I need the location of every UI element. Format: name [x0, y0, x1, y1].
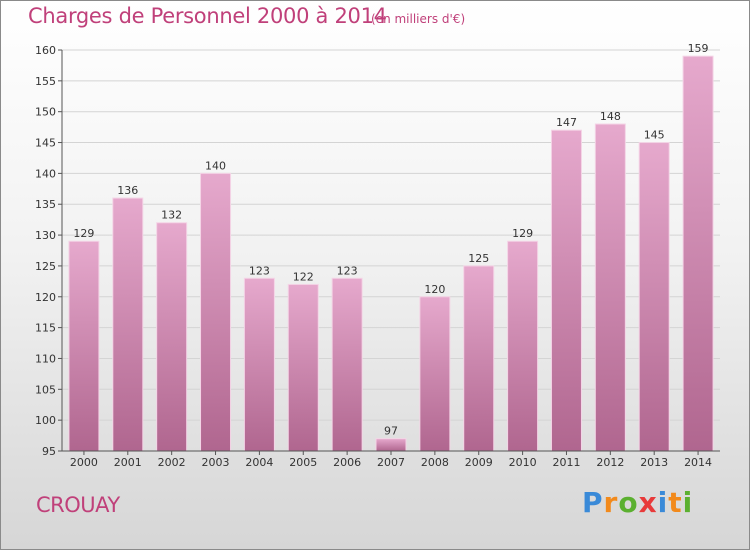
value-label-2003: 140	[205, 159, 226, 172]
logo-letter: r	[603, 486, 619, 519]
y-tick-label: 140	[35, 167, 56, 180]
bar-2002	[156, 222, 188, 452]
chart-title: Charges de Personnel 2000 à 2014	[28, 4, 387, 28]
x-tick-label-2001: 2001	[114, 456, 142, 469]
y-tick-label: 100	[35, 414, 56, 427]
x-tick-label-2009: 2009	[465, 456, 493, 469]
x-tick-label-2007: 2007	[377, 456, 405, 469]
y-tick-label: 135	[35, 198, 56, 211]
chart-subtitle: (en milliers d'€)	[371, 12, 466, 26]
x-axis: 2000 2001 2002 2003 2004 2005 2006 2007 2008 2009…	[62, 450, 720, 469]
y-tick-label: 155	[35, 75, 56, 88]
bar-2014	[682, 55, 714, 452]
bars: 129 136 132 140 123 122 123 97 120 125 129 147 148 14…	[68, 42, 714, 452]
y-tick-label: 160	[35, 44, 56, 57]
x-tick-label-2008: 2008	[421, 456, 449, 469]
value-label-2002: 132	[161, 209, 182, 222]
x-tick-label-2012: 2012	[596, 456, 624, 469]
bar-2010	[507, 240, 539, 452]
bar-2009	[463, 265, 495, 452]
bar-2004	[243, 277, 275, 452]
bar-2011	[550, 129, 582, 452]
y-tick-label: 150	[35, 106, 56, 119]
y-tick-label: 120	[35, 291, 56, 304]
y-tick-label: 110	[35, 352, 56, 365]
x-tick-label-2011: 2011	[552, 456, 580, 469]
x-tick-label-2013: 2013	[640, 456, 668, 469]
logo-letter: P	[582, 486, 604, 519]
x-tick-label-2005: 2005	[289, 456, 317, 469]
value-label-2013: 145	[644, 129, 665, 142]
value-label-2012: 148	[600, 110, 621, 123]
y-tick-label: 115	[35, 322, 56, 335]
x-tick-label-2002: 2002	[158, 456, 186, 469]
x-tick-label-2003: 2003	[202, 456, 230, 469]
x-tick-label-2000: 2000	[70, 456, 98, 469]
y-tick-label: 125	[35, 260, 56, 273]
bar-2007	[375, 438, 407, 452]
logo-letter: i	[682, 486, 694, 519]
value-label-2011: 147	[556, 116, 577, 129]
logo-letter: o	[618, 486, 639, 519]
value-label-2010: 129	[512, 227, 533, 240]
value-label-2014: 159	[688, 42, 709, 55]
x-tick-label-2006: 2006	[333, 456, 361, 469]
bar-2012	[594, 123, 626, 452]
value-label-2007: 97	[384, 425, 398, 438]
value-label-2008: 120	[424, 283, 445, 296]
bar-2013	[638, 142, 670, 452]
value-label-2001: 136	[117, 184, 138, 197]
x-tick-label-2010: 2010	[509, 456, 537, 469]
bar-2000	[68, 240, 100, 452]
proxiti-logo[interactable]: Proxiti	[582, 486, 693, 519]
x-tick-label-2014: 2014	[684, 456, 712, 469]
logo-letter: x	[638, 486, 658, 519]
logo-letter: t	[668, 486, 683, 519]
bar-2003	[200, 172, 232, 452]
value-label-2005: 122	[293, 270, 314, 283]
y-tick-label: 145	[35, 137, 56, 150]
value-label-2000: 129	[73, 227, 94, 240]
y-tick-label: 130	[35, 229, 56, 242]
bar-2005	[287, 283, 319, 452]
bar-2001	[112, 197, 144, 452]
bar-2006	[331, 277, 363, 452]
value-label-2009: 125	[468, 252, 489, 265]
commune-name: CROUAY	[36, 493, 120, 517]
bar-2008	[419, 296, 451, 452]
y-axis: 95 100 105 110 115 120 125 130 135 140 145 150 155 16…	[35, 44, 63, 458]
x-tick-label-2004: 2004	[245, 456, 273, 469]
y-tick-label: 105	[35, 383, 56, 396]
y-tick-label: 95	[42, 445, 56, 458]
value-label-2006: 123	[337, 264, 358, 277]
value-label-2004: 123	[249, 264, 270, 277]
logo-letter: i	[657, 486, 669, 519]
